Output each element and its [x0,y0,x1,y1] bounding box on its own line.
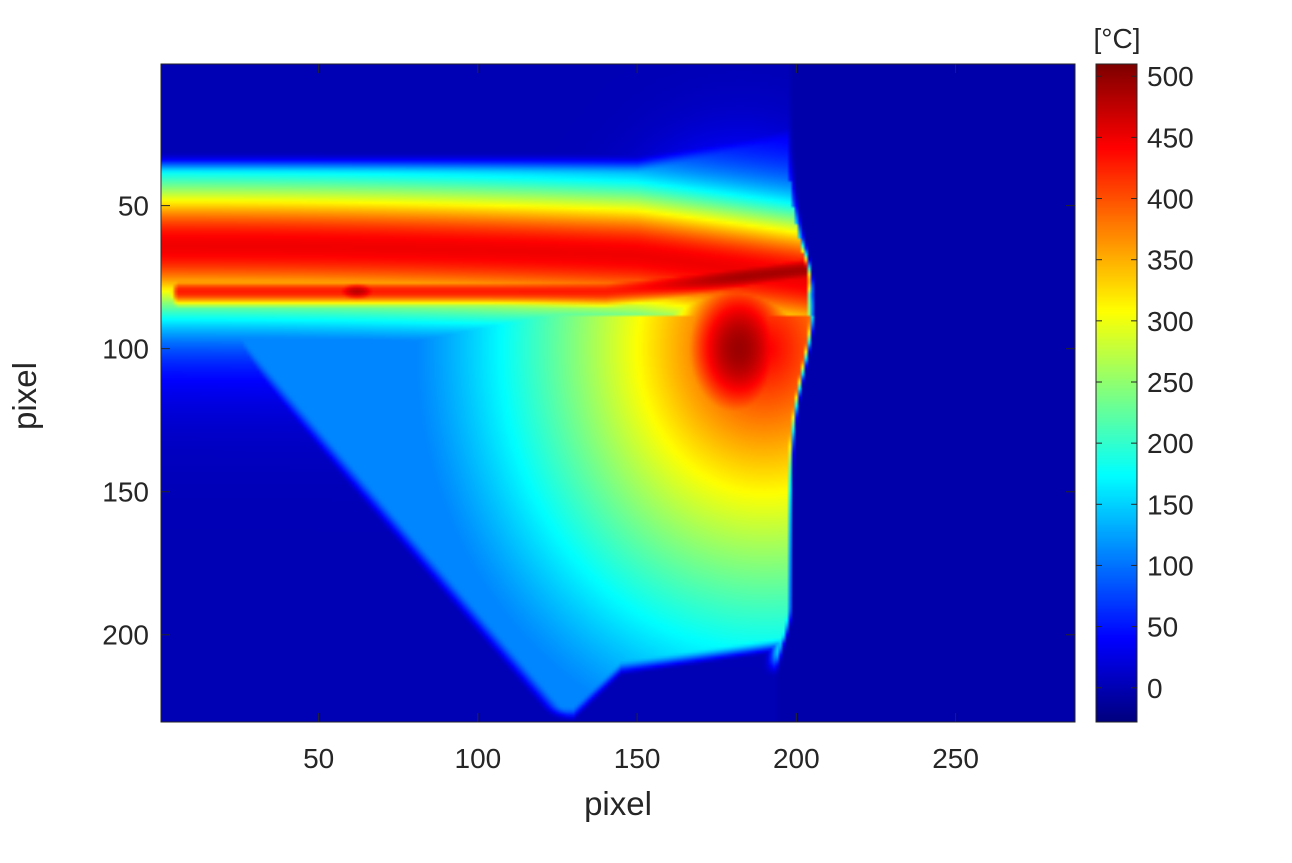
x-tick-label: 150 [614,743,661,774]
y-axis-ticks: 50 100 150 200 [102,191,1075,651]
colorbar-tick-label: 300 [1147,306,1194,337]
colorbar-tick-label: 450 [1147,122,1194,153]
plot-area: 50 100 150 200 250 50 100 150 200 [102,63,1076,774]
colorbar-tick-label: 0 [1147,673,1163,704]
y-tick-label: 200 [102,620,149,651]
colorbar-ticks: 0 50 100 150 200 250 300 350 400 450 500 [1096,61,1194,704]
colorbar-tick-label: 50 [1147,612,1178,643]
colorbar-tick-label: 250 [1147,367,1194,398]
colorbar-tick-label: 100 [1147,550,1194,581]
colorbar-frame [1095,63,1138,723]
y-tick-label: 100 [102,334,149,365]
colorbar: 0 50 100 150 200 250 300 350 400 450 500 [°C] [1094,23,1194,723]
y-tick-label: 150 [102,477,149,508]
heatmap-image [161,64,1075,722]
x-axis-ticks: 50 100 150 200 250 [303,64,979,774]
colorbar-gradient [1096,64,1137,722]
y-tick-label: 50 [118,191,149,222]
colorbar-tick-label: 150 [1147,489,1194,520]
plot-frame [160,63,1076,723]
x-tick-label: 100 [455,743,502,774]
colorbar-tick-label: 200 [1147,428,1194,459]
x-axis-label: pixel [584,785,652,822]
y-axis-label: pixel [6,362,43,430]
colorbar-tick-label: 500 [1147,61,1194,92]
colorbar-label: [°C] [1094,23,1141,54]
x-tick-label: 200 [773,743,820,774]
colorbar-tick-label: 400 [1147,184,1194,215]
x-tick-label: 50 [303,743,334,774]
x-tick-label: 250 [932,743,979,774]
colorbar-tick-label: 350 [1147,245,1194,276]
